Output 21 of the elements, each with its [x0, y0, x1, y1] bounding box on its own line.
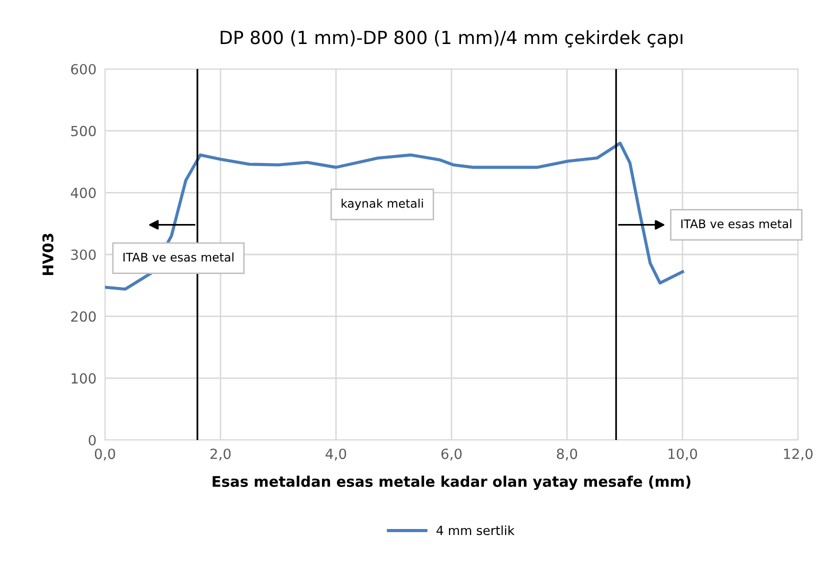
annotation: ITAB ve esas metal: [123, 252, 234, 262]
x-tick-label: 4,0: [326, 448, 346, 460]
x-tick-label: 10,0: [668, 448, 698, 460]
annotation: kaynak metali: [342, 198, 423, 210]
annotation: ITAB ve esas metal: [681, 219, 792, 228]
chart-title: DP 800 (1 mm)-DP 800 (1 mm)/4 mm çekirdek çapı: [220, 30, 682, 48]
y-tick-label: 200: [71, 311, 96, 322]
y-tick-label: 300: [71, 249, 96, 260]
x-tick-label: 2,0: [210, 448, 231, 460]
x-tick-label: 0,0: [94, 448, 116, 460]
x-tick-label: 6,0: [441, 448, 462, 460]
y-tick-label: 400: [70, 188, 96, 198]
legend-label: 4 mm sertlik: [436, 525, 515, 536]
y-tick-label: 0: [88, 434, 96, 446]
x-tick-label: 8,0: [556, 448, 578, 460]
y-tick-label: 100: [72, 373, 96, 384]
x-tick-label: 12,0: [784, 448, 813, 460]
x-axis-title: Esas metaldan esas metale kadar olan yatay mesafe (mm): [212, 476, 690, 490]
y-tick-label: 500: [71, 126, 96, 136]
y-tick-label: 600: [71, 64, 96, 74]
y-axis-title: HV03: [42, 234, 54, 276]
